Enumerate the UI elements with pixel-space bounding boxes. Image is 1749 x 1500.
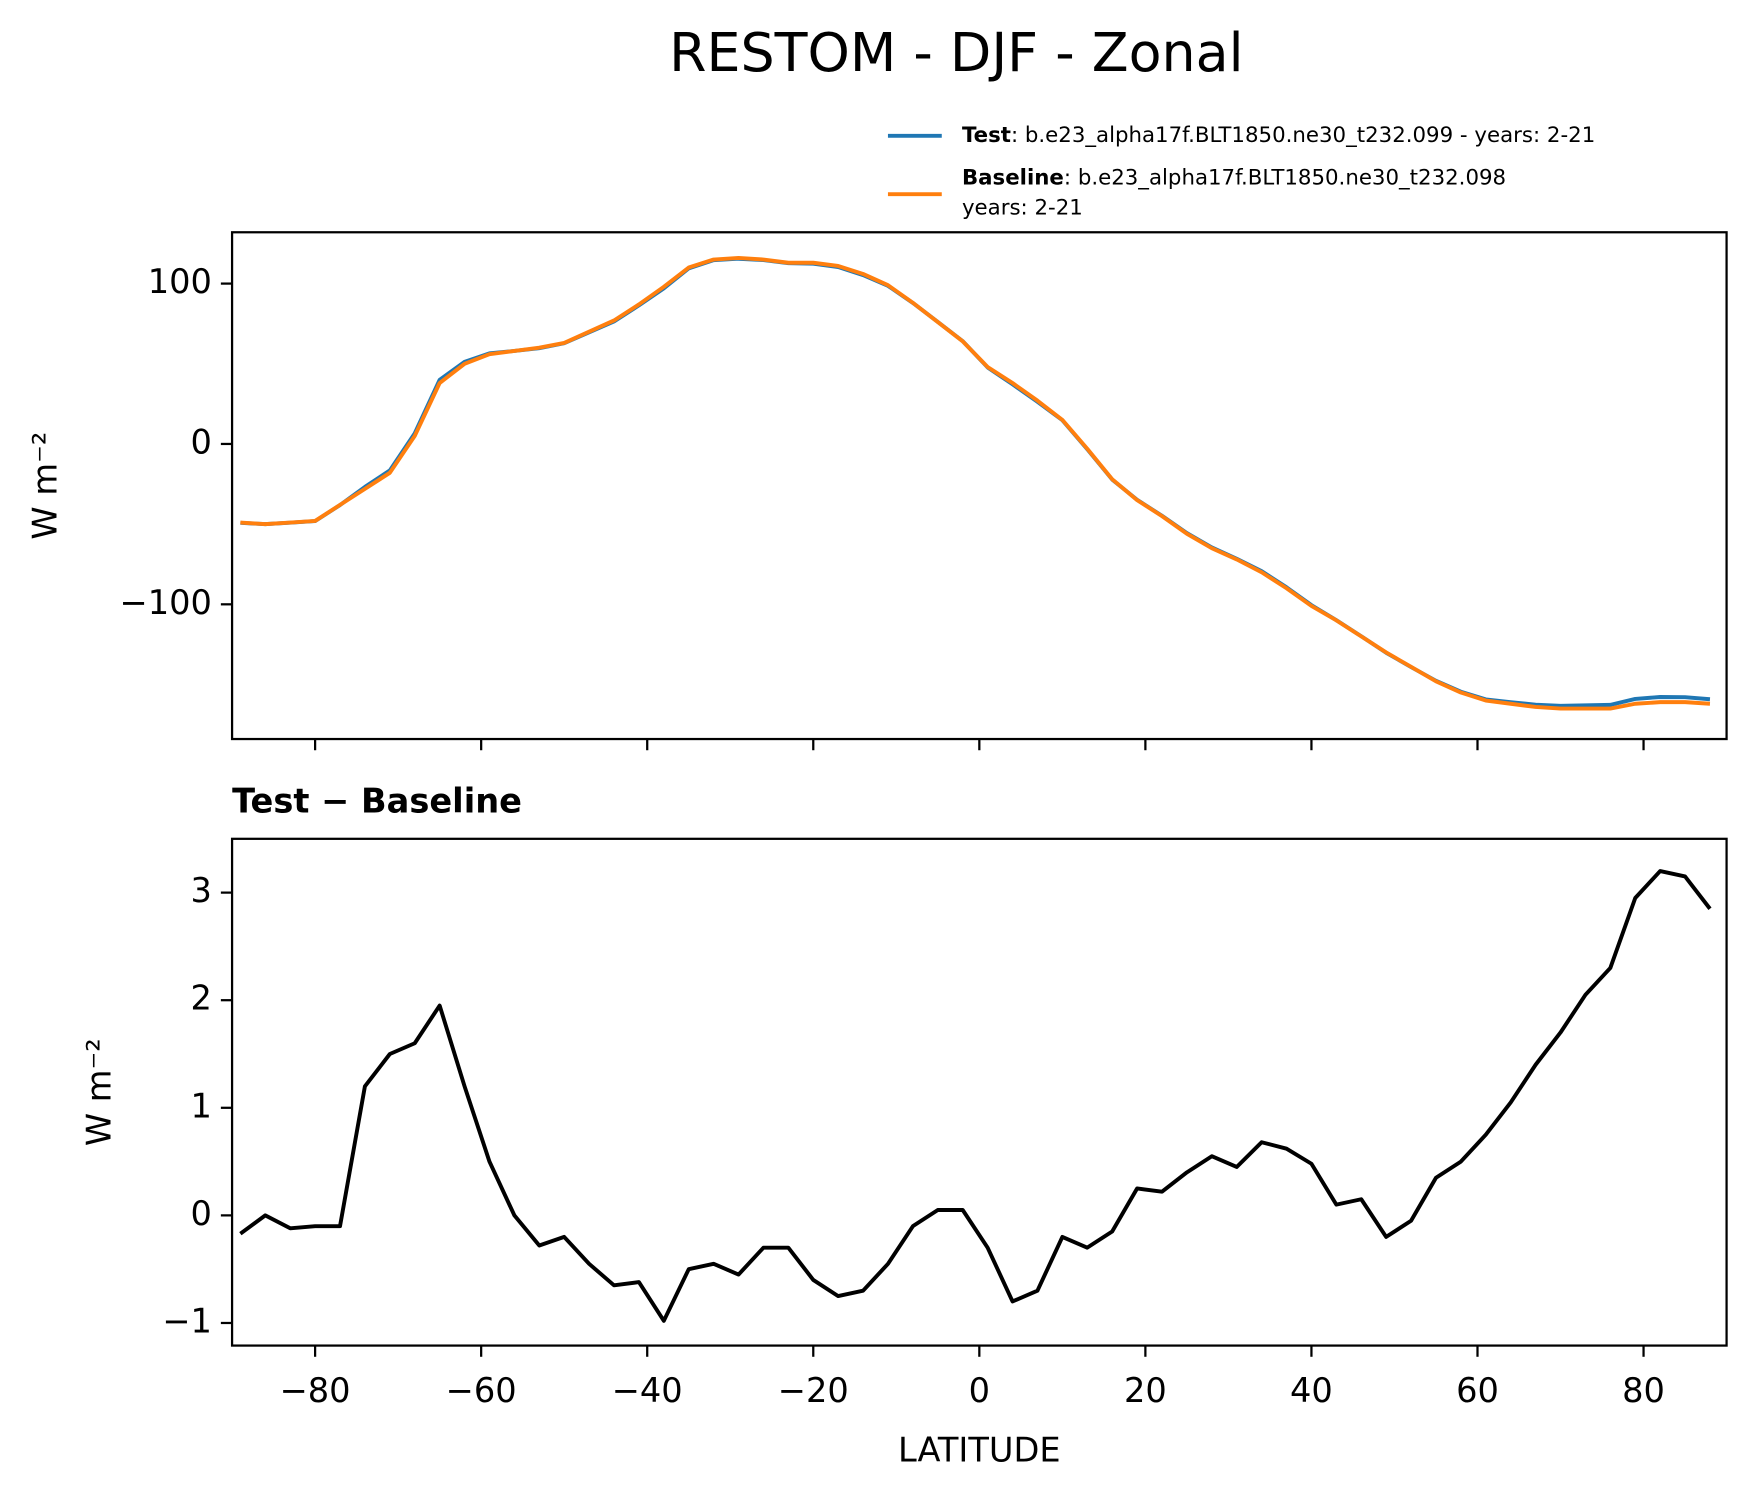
y-tick-label: −1 bbox=[162, 1301, 212, 1340]
data-line bbox=[239, 869, 1712, 1323]
y-tick-label: 0 bbox=[190, 1194, 211, 1233]
x-tick-label: −60 bbox=[446, 1371, 517, 1410]
y-axis-label: W m⁻² bbox=[79, 1038, 118, 1146]
x-tick-label: −40 bbox=[612, 1371, 683, 1410]
x-tick-label: 0 bbox=[969, 1371, 990, 1410]
y-tick-label: 3 bbox=[190, 871, 211, 910]
figure-title: RESTOM - DJF - Zonal bbox=[669, 21, 1243, 84]
data-line bbox=[240, 255, 1711, 711]
legend-text: years: 2-21 bbox=[962, 196, 1083, 221]
x-tick-label: 80 bbox=[1622, 1371, 1665, 1410]
x-tick-label: 20 bbox=[1124, 1371, 1167, 1410]
x-tick-label: 40 bbox=[1290, 1371, 1333, 1410]
legend-text: : b.e23_alpha17f.BLT1850.ne30_t232.098 bbox=[1064, 165, 1506, 190]
x-tick-label: −80 bbox=[280, 1371, 351, 1410]
legend-text: : b.e23_alpha17f.BLT1850.ne30_t232.099 -… bbox=[1011, 123, 1595, 148]
y-tick-label: 2 bbox=[190, 979, 211, 1018]
y-tick-label: 100 bbox=[148, 262, 212, 301]
axes-frame bbox=[230, 231, 1728, 741]
x-tick-label: −20 bbox=[778, 1371, 849, 1410]
legend-label: Test: b.e23_alpha17f.BLT1850.ne30_t232.0… bbox=[962, 123, 1595, 148]
y-axis-label: W m⁻² bbox=[26, 432, 65, 540]
legend-name: Test bbox=[962, 123, 1011, 148]
y-tick-label: 1 bbox=[190, 1086, 211, 1125]
x-tick-label: 60 bbox=[1456, 1371, 1499, 1410]
legend-name: Baseline bbox=[962, 165, 1064, 190]
axes-frame bbox=[230, 837, 1728, 1347]
legend-label: Baseline: b.e23_alpha17f.BLT1850.ne30_t2… bbox=[962, 165, 1506, 190]
x-axis-label: LATITUDE bbox=[898, 1431, 1061, 1470]
y-tick-label: −100 bbox=[120, 583, 212, 622]
panel-title: Test − Baseline bbox=[232, 781, 522, 820]
y-tick-label: 0 bbox=[190, 422, 211, 461]
